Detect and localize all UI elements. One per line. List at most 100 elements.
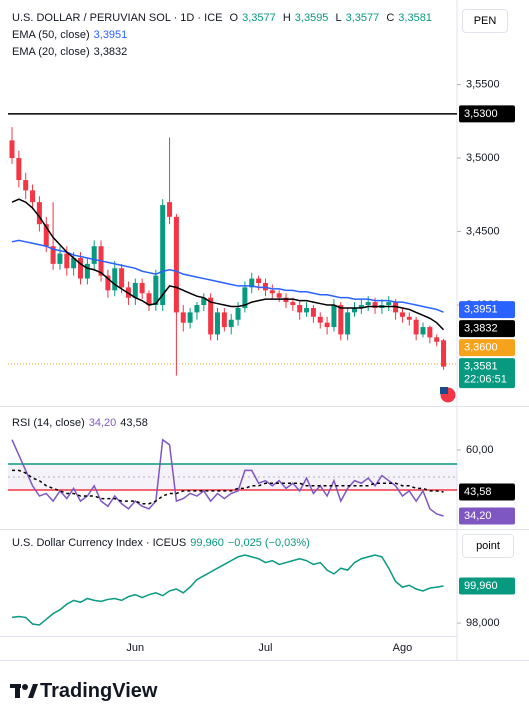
rsi-title: RSI (14, close): [12, 417, 85, 429]
rsi-band-fill: [8, 464, 457, 490]
price-label: 3,5300: [464, 108, 498, 120]
value-label-bg: [459, 483, 515, 501]
candle-body: [290, 302, 296, 306]
candle-body: [331, 305, 337, 328]
candle-body: [119, 268, 125, 288]
candle-body: [358, 305, 364, 308]
candle-body: [372, 302, 378, 308]
candle-body: [304, 307, 310, 313]
candle-body: [221, 312, 227, 328]
candle-body: [139, 282, 145, 294]
logo-icon: [10, 684, 38, 698]
candle-body: [50, 246, 56, 264]
candle-body: [105, 275, 111, 291]
y-tick-label: 3,4500: [466, 225, 500, 237]
dxy-legend: U.S. Dollar Currency Index · ICEUS 99,960…: [12, 535, 314, 551]
candle-body: [215, 312, 220, 335]
candle-body: [43, 224, 49, 247]
candle-body: [146, 293, 152, 306]
candle-body: [132, 282, 138, 298]
price-label-bg: [459, 320, 515, 338]
legend-value: 3,3951: [93, 29, 128, 41]
candle-body: [365, 302, 371, 306]
x-tick-label: Jun: [126, 642, 144, 654]
candle-body: [235, 307, 241, 320]
candle-body: [194, 305, 200, 313]
candle-body: [399, 312, 405, 317]
ohlc-value: 3,3595: [294, 12, 329, 24]
ohlc-key: L: [335, 12, 342, 24]
candle-body: [242, 287, 248, 308]
candle-body: [112, 268, 118, 291]
candle-body: [297, 305, 303, 313]
candle-body: [427, 327, 433, 338]
x-tick-label: Ago: [393, 642, 413, 654]
y-tick-label: 3,5000: [466, 152, 500, 164]
price-label: 3,3832: [464, 323, 498, 335]
candle-body: [208, 297, 214, 335]
price-label: 3,3581: [464, 361, 498, 373]
currency-button[interactable]: PEN: [462, 9, 508, 33]
legend-value: 3,3832: [93, 46, 128, 58]
y-tick-label: 60,00: [466, 444, 494, 456]
candle-body: [187, 312, 193, 323]
rsi-legend: RSI (14, close) 34,20 43,58: [12, 415, 152, 431]
series-line: [11, 239, 444, 313]
candle-body: [78, 257, 83, 279]
candle-body: [91, 246, 97, 264]
series-line: [11, 554, 444, 626]
value-label: 43,58: [464, 486, 492, 498]
candle-body: [352, 307, 357, 313]
legend-value: 34,20: [88, 417, 117, 429]
candle-body: [386, 302, 392, 306]
legend-name: EMA (20, close): [12, 46, 90, 58]
symbol-header: U.S. DOLLAR / PERUVIAN SOL · 1D · ICE O 3…: [12, 10, 436, 26]
flag-canton: [440, 387, 448, 394]
y-tick-label: 3,5500: [466, 78, 500, 90]
candle-body: [160, 205, 166, 306]
candle-body: [16, 158, 22, 181]
value-label: 34,20: [464, 510, 492, 522]
candle-body: [276, 293, 282, 298]
candle-body: [23, 180, 29, 191]
candle-body: [420, 327, 426, 335]
legend-change: −0,025 (−0,03%): [227, 537, 310, 549]
logo-text: TradingView: [40, 680, 158, 702]
candle-body: [324, 322, 330, 328]
series-line: [11, 198, 445, 331]
candle-body: [57, 253, 63, 264]
value-label: 99,960: [464, 580, 498, 592]
candle-body: [9, 140, 15, 159]
candle-body: [180, 312, 186, 323]
ohlc-value: 3,3577: [345, 12, 380, 24]
ema50-legend: EMA (50, close) 3,3951: [12, 27, 132, 43]
candle-body: [249, 278, 255, 288]
candle-body: [153, 275, 159, 306]
candle-body: [434, 337, 440, 342]
candle-body: [406, 316, 412, 320]
candle-body: [441, 340, 447, 367]
candle-body: [317, 316, 323, 323]
candle-body: [36, 202, 42, 225]
price-label: 3,3951: [464, 304, 498, 316]
legend-name: EMA (50, close): [12, 29, 90, 41]
ohlc-key: H: [282, 12, 291, 24]
x-tick-label: Jul: [258, 642, 272, 654]
legend-value: 43,58: [120, 417, 148, 429]
candle-body: [173, 216, 179, 313]
value-label-bg: [459, 507, 515, 525]
value-label-bg: [459, 577, 515, 595]
symbol-title: U.S. DOLLAR / PERUVIAN SOL · 1D · ICE: [12, 12, 223, 24]
candle-body: [310, 307, 316, 317]
series-line: [12, 469, 444, 505]
candle-body: [256, 278, 262, 283]
y-tick-label: 98,000: [466, 617, 500, 629]
dxy-title: U.S. Dollar Currency Index · ICEUS: [12, 537, 187, 549]
scale-button[interactable]: point: [462, 534, 514, 558]
price-label: 3,3600: [464, 342, 498, 354]
ohlc-key: O: [229, 12, 239, 24]
price-label-bg: [459, 358, 515, 389]
candle-body: [167, 202, 173, 217]
